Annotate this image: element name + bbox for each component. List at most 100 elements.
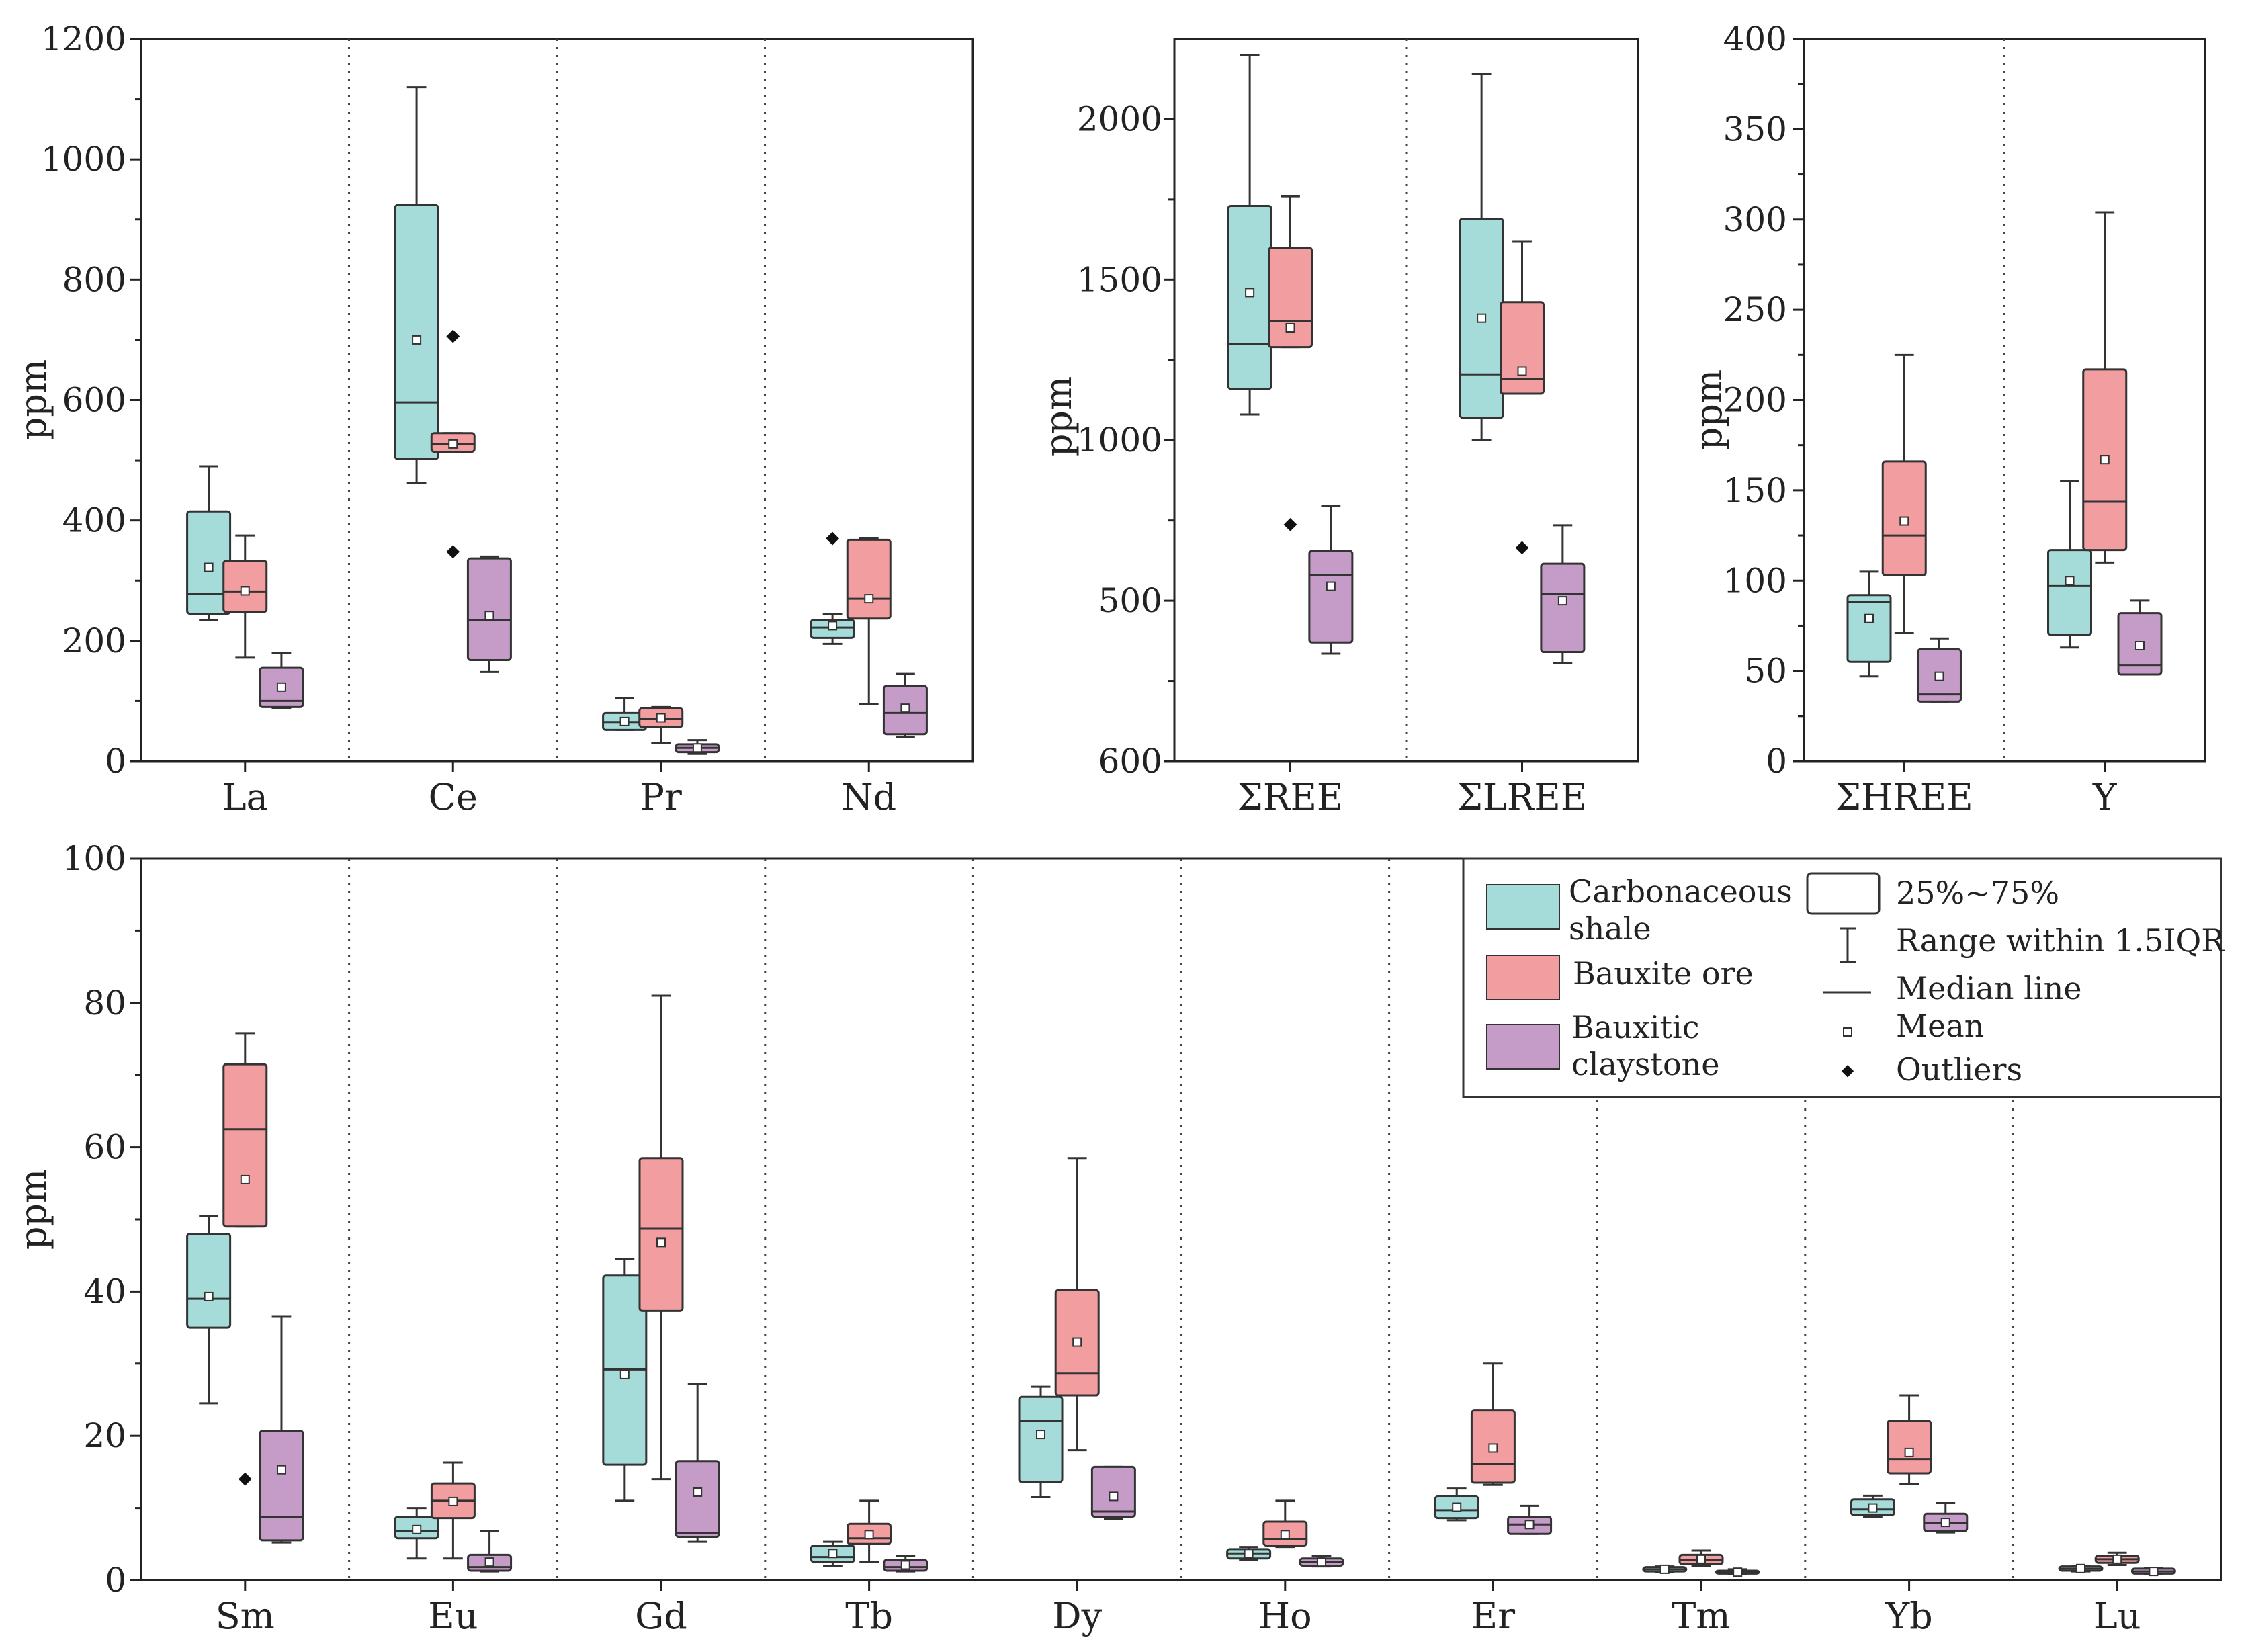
- iqr-box: [466, 557, 512, 662]
- box-bo: [222, 1032, 268, 1486]
- category-label: Dy: [1052, 1595, 1102, 1637]
- y-tick-label: 1200: [41, 19, 126, 58]
- outlier-point: [1515, 541, 1529, 555]
- mean-marker: [656, 713, 666, 723]
- mean-marker: [864, 594, 874, 604]
- box-cs: [810, 1540, 855, 1567]
- legend-outlier-symbol: [1841, 1065, 1854, 1078]
- legend-label-carbonaceous-shale-2: shale: [1569, 910, 1651, 947]
- mean-marker: [1285, 323, 1295, 333]
- legend-swatch-bauxite-ore: [1486, 955, 1560, 1000]
- mean-marker: [693, 1487, 703, 1497]
- iqr-box: [259, 1430, 304, 1542]
- box-cs: [394, 1507, 439, 1560]
- y-tick-label: 250: [1723, 290, 1787, 329]
- category-label: ΣREE: [1238, 776, 1344, 818]
- box-bo: [222, 534, 268, 659]
- box-cs: [1850, 1494, 1895, 1518]
- y-axis-title: ppm: [12, 359, 54, 440]
- panel-light-ree-elements: 0 200 400 600 800 1000 1200 ppm La Ce Pr Nd: [12, 19, 974, 818]
- outlier-point: [446, 545, 460, 559]
- legend-label-carbonaceous-shale-1: Carbonaceous: [1569, 873, 1793, 910]
- iqr-box: [1887, 1420, 1932, 1475]
- mean-marker: [1452, 1502, 1462, 1512]
- mean-marker: [1940, 1518, 1950, 1528]
- box-bo: [638, 705, 684, 744]
- outlier-point: [446, 329, 460, 343]
- category-label: La: [222, 776, 268, 818]
- mean-marker: [828, 1549, 838, 1559]
- box-bc: [466, 555, 512, 673]
- mean-marker: [900, 703, 910, 713]
- box-bc: [467, 1530, 513, 1573]
- box-bc: [675, 739, 720, 755]
- mean-marker: [240, 586, 250, 596]
- mean-marker: [276, 1465, 286, 1475]
- mean-marker: [204, 1291, 214, 1301]
- mean-marker: [1868, 1503, 1878, 1513]
- box-cs: [1227, 54, 1272, 416]
- box-cs: [1018, 1385, 1064, 1498]
- y-tick-label: 20: [83, 1416, 126, 1455]
- mean-marker: [484, 1557, 494, 1567]
- box-cs: [2047, 480, 2093, 649]
- mean-marker: [412, 1524, 422, 1534]
- y-tick-label: 100: [62, 839, 126, 878]
- category-label: Y: [2092, 776, 2118, 818]
- legend-label-bauxitic-claystone-2: claystone: [1571, 1046, 1720, 1082]
- category-label: ΣHREE: [1835, 776, 1973, 818]
- iqr-box: [846, 538, 892, 620]
- mean-marker: [204, 562, 214, 572]
- panel-heavy-ree-elements: 0 20 40 60 80 100 ppm Sm Eu Gd Tb Dy Ho Er Tm Yb Lu: [12, 839, 2222, 1637]
- legend-box-label: 25%~75%: [1896, 875, 2059, 911]
- box-bc: [259, 652, 304, 709]
- y-tick-label: 400: [1723, 19, 1787, 58]
- legend-swatch-carbonaceous-shale: [1486, 884, 1560, 930]
- box-bc: [1507, 1504, 1553, 1535]
- mean-marker: [448, 439, 458, 449]
- box-bc: [1540, 524, 1586, 664]
- box-bc: [2130, 1567, 2176, 1577]
- mean-marker: [1477, 313, 1487, 323]
- box-bc: [1923, 1502, 1969, 1534]
- box-bo: [847, 1499, 892, 1563]
- mean-marker: [1244, 1549, 1254, 1559]
- y-tick-label: 0: [105, 1561, 126, 1600]
- mean-marker: [1488, 1443, 1498, 1453]
- iqr-box: [1308, 550, 1354, 644]
- y-tick-label: 350: [1723, 110, 1787, 148]
- mean-marker: [240, 1174, 250, 1184]
- y-tick-label: 300: [1723, 200, 1787, 239]
- iqr-box: [638, 1157, 684, 1312]
- y-tick-label: 800: [62, 260, 126, 299]
- box-bc: [259, 1315, 304, 1544]
- y-tick-label: 400: [62, 501, 126, 540]
- box-cs: [1434, 1487, 1479, 1522]
- mean-marker: [864, 1530, 874, 1540]
- y-axis-title: ppm: [12, 1169, 54, 1250]
- box-bo: [1470, 1362, 1516, 1486]
- mean-marker: [619, 1369, 630, 1379]
- box-bo: [2082, 211, 2128, 564]
- legend-box-symbol: [1806, 872, 1881, 915]
- outlier-point: [1283, 517, 1297, 531]
- legend-outlier-label: Outliers: [1896, 1051, 2022, 1088]
- y-tick-label: 600: [1098, 742, 1162, 781]
- y-axis-title: ppm: [1037, 376, 1080, 457]
- mean-marker: [900, 1560, 910, 1570]
- iqr-box: [1540, 562, 1586, 654]
- legend-range-symbol: [1840, 927, 1856, 963]
- category-label: Tm: [1672, 1595, 1730, 1637]
- box-bc: [1090, 1465, 1136, 1520]
- mean-marker: [1696, 1554, 1706, 1564]
- mean-marker: [692, 743, 702, 753]
- category-label: Eu: [428, 1595, 478, 1637]
- category-label: Ce: [429, 776, 478, 818]
- mean-marker: [448, 1496, 458, 1506]
- mean-marker: [656, 1237, 666, 1248]
- mean-marker: [1326, 581, 1336, 591]
- box-cs: [1642, 1564, 1688, 1574]
- category-label: Nd: [841, 776, 896, 818]
- category-label: Yb: [1885, 1595, 1932, 1637]
- box-cs: [602, 1258, 648, 1502]
